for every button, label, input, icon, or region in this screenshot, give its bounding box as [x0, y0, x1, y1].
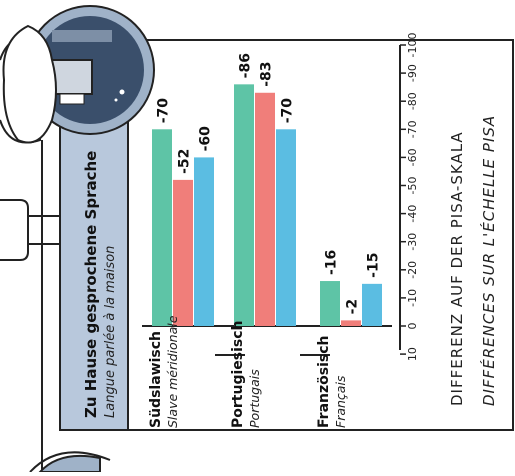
axis-tick-label: -100	[406, 33, 419, 58]
bar	[173, 179, 193, 326]
value-label: -70	[280, 98, 296, 124]
connector-left	[0, 199, 29, 261]
header-band	[59, 109, 129, 431]
value-label: -16	[324, 250, 340, 275]
category-label: Portugiesisch	[230, 321, 246, 429]
value-label: -83	[259, 61, 275, 86]
bar	[234, 84, 254, 326]
category-label: Südslawisch	[148, 331, 164, 428]
value-label: -60	[198, 126, 214, 152]
category-label-fr: Portugais	[247, 369, 262, 428]
bar	[320, 281, 340, 326]
axis-tick-label: -10	[406, 289, 419, 307]
bar	[341, 320, 361, 326]
speech-bubble	[2, 24, 57, 144]
bars-group	[142, 84, 392, 327]
header-subtitle: Langue parlée à la maison	[103, 246, 118, 418]
category-label: Französisch	[316, 336, 332, 428]
axis-title-fr: DIFFÉRENCES SUR L'ÉCHELLE PISA	[479, 115, 498, 406]
bar	[362, 283, 382, 326]
bottom-arc	[29, 451, 111, 473]
bar	[276, 129, 296, 326]
header-title: Zu Hause gesprochene Sprache	[82, 151, 100, 418]
axis-tick-label: -70	[406, 120, 419, 138]
value-label: -52	[177, 149, 193, 174]
value-label: -70	[156, 98, 172, 124]
axis-tick-label: -40	[406, 205, 419, 223]
axis-title-de: DIFFERENZ AUF DER PISA-SKALA	[448, 131, 466, 406]
axis-tick-label: -20	[406, 261, 419, 279]
value-labels-group: -70 -52 -60 -86 -83 -70 -16 -2 -15	[156, 53, 382, 314]
axis-tick-label: -60	[406, 148, 419, 166]
value-label: -15	[366, 253, 382, 278]
category-labels-group: Südslawisch Slave méridionale Portugiesisc…	[148, 315, 348, 428]
category-label-fr: Slave méridionale	[165, 315, 180, 428]
bar	[194, 157, 214, 326]
bar	[255, 92, 275, 327]
category-label-fr: Français	[333, 375, 348, 428]
axis-ticks-group: 10 0 -10 -20 -30 -40 -50 -60 -70 -80 -90 -100	[400, 33, 419, 361]
value-label: -86	[238, 53, 254, 78]
value-label: -2	[345, 299, 361, 315]
axis-tick-label: -50	[406, 177, 419, 195]
axis-tick-label: -80	[406, 92, 419, 110]
axis-tick-label: -30	[406, 233, 419, 251]
axis-tick-label: -90	[406, 64, 419, 82]
axis-tick-label: 10	[406, 347, 419, 361]
language-badge-icon	[25, 5, 155, 135]
bottom-badge	[37, 454, 101, 473]
bar	[152, 129, 172, 326]
axis-tick-label: 0	[406, 323, 419, 330]
